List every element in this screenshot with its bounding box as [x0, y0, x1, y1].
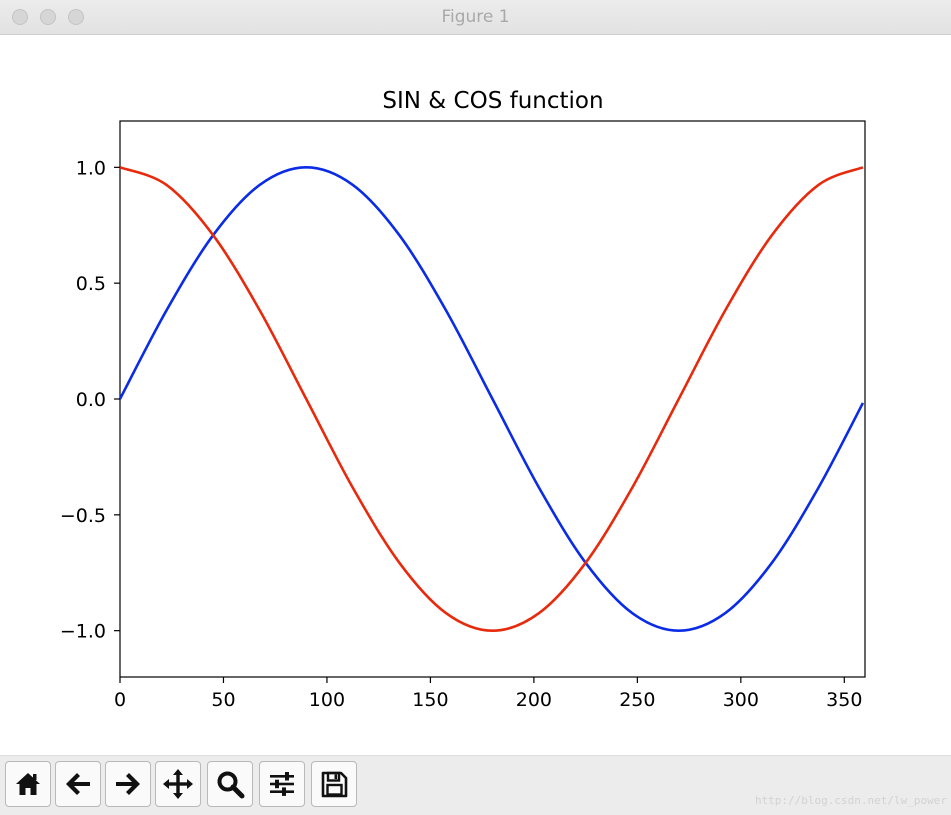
x-tick-label: 300: [723, 689, 759, 711]
watermark-text: http://blog.csdn.net/lw_power: [754, 794, 947, 807]
forward-button[interactable]: [105, 761, 151, 807]
x-tick-label: 50: [211, 689, 235, 711]
x-axis-ticks: 0 50 100 150 200 250 300 350: [114, 677, 862, 711]
maximize-window-button[interactable]: [68, 9, 84, 25]
x-tick-label: 350: [826, 689, 862, 711]
y-tick-label: 0.0: [76, 389, 106, 411]
series-lines: [118, 166, 865, 632]
x-tick-label: 250: [619, 689, 655, 711]
plot-frame: [119, 120, 866, 678]
home-button[interactable]: [5, 761, 51, 807]
save-button[interactable]: [311, 761, 357, 807]
close-window-button[interactable]: [12, 9, 28, 25]
x-tick-label: 100: [309, 689, 345, 711]
configure-subplots-icon: [270, 772, 294, 796]
window-title: Figure 1: [441, 7, 510, 27]
save-floppy-icon: [321, 771, 348, 798]
configure-subplots-button[interactable]: [259, 761, 305, 807]
minimize-window-button[interactable]: [40, 9, 56, 25]
navigation-toolbar: http://blog.csdn.net/lw_power: [0, 755, 951, 815]
back-button[interactable]: [55, 761, 101, 807]
home-icon: [16, 773, 40, 795]
chart-area[interactable]: SIN & COS function 0 50 100 150 200 250 300 350…: [0, 36, 951, 755]
back-arrow-icon: [66, 773, 90, 795]
y-tick-label: −1.0: [60, 621, 106, 643]
zoom-button[interactable]: [207, 761, 253, 807]
x-tick-label: 0: [114, 689, 126, 711]
chart-title: SIN & COS function: [382, 88, 603, 114]
x-tick-label: 200: [516, 689, 552, 711]
y-tick-label: 0.5: [76, 273, 106, 295]
y-tick-label: 1.0: [76, 157, 106, 179]
series-line-1: [118, 166, 865, 632]
pan-move-icon: [163, 769, 193, 799]
zoom-magnifier-icon: [217, 771, 245, 799]
title-bar: Figure 1: [0, 0, 951, 35]
x-tick-label: 150: [412, 689, 448, 711]
forward-arrow-icon: [116, 773, 140, 795]
y-tick-label: −0.5: [60, 505, 106, 527]
y-axis-ticks: −1.0 −0.5 0.0 0.5 1.0: [60, 157, 120, 643]
chart-canvas[interactable]: SIN & COS function 0 50 100 150 200 250 300 350…: [0, 36, 951, 755]
series-line-2: [119, 166, 864, 632]
pan-button[interactable]: [155, 761, 201, 807]
